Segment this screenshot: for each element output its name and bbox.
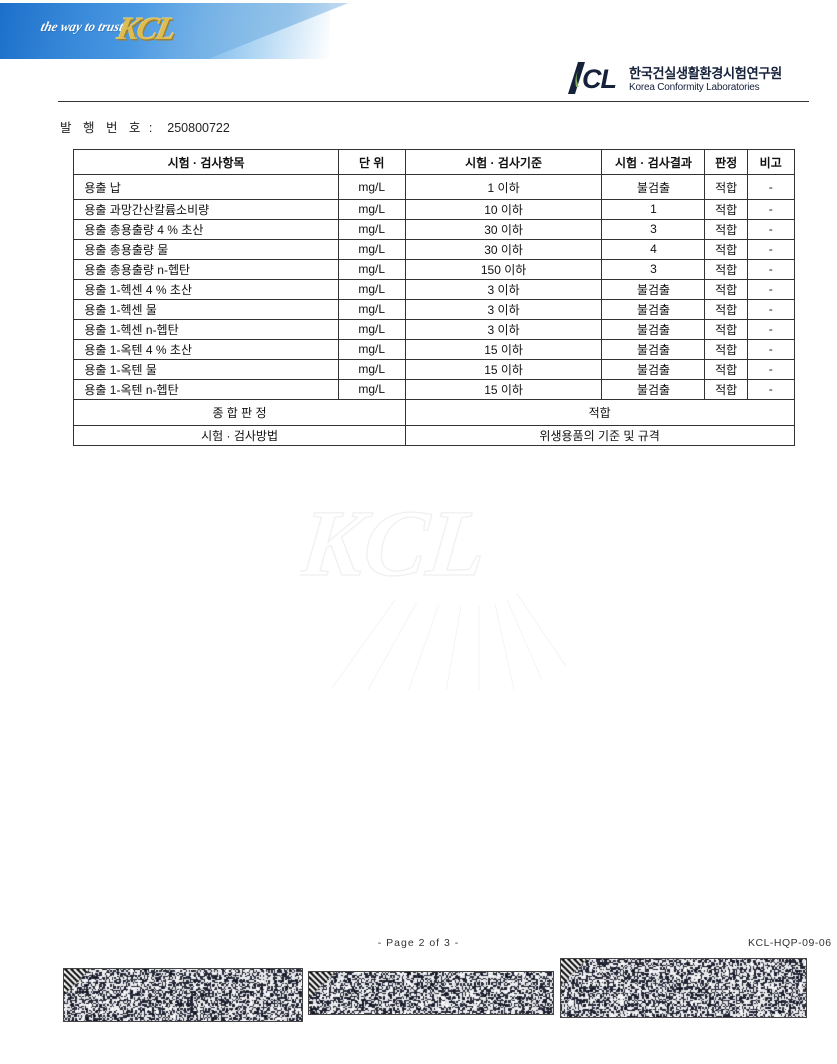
svg-text:CL: CL: [582, 64, 616, 94]
svg-text:KCL: KCL: [300, 490, 492, 596]
